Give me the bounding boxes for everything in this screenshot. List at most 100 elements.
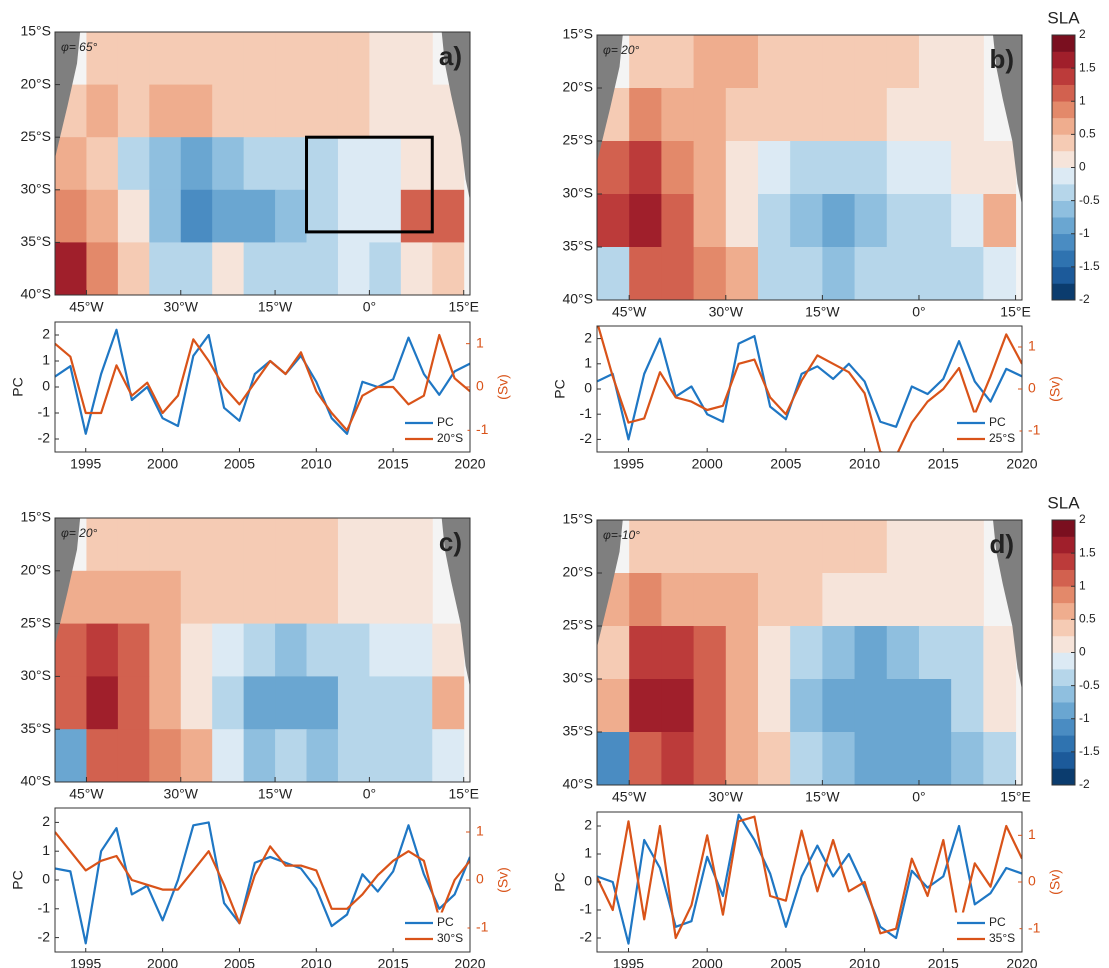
colorbar-swatch xyxy=(1052,200,1075,218)
x-tick-label: 2015 xyxy=(378,456,409,472)
sla-cell xyxy=(400,84,433,138)
sla-cell xyxy=(661,35,695,89)
y-tick-label: 40°S xyxy=(562,291,593,307)
y-tick-label: 40°S xyxy=(20,773,51,789)
legend-label: PC xyxy=(437,915,454,929)
sla-cell xyxy=(918,732,952,785)
colorbar-swatch xyxy=(1052,68,1075,85)
sla-cell xyxy=(180,242,213,295)
series-line xyxy=(597,326,1022,452)
sla-cell xyxy=(86,84,119,138)
sla-cell xyxy=(661,88,695,142)
sla-cell xyxy=(117,623,150,677)
panel-label: b) xyxy=(989,44,1014,74)
x-tick-label: 45°W xyxy=(69,786,104,802)
colorbar-tick-label: 1.5 xyxy=(1079,545,1096,559)
y2-tick-label: -1 xyxy=(476,919,489,935)
y2-tick-label: 0 xyxy=(1028,380,1036,396)
legend-box xyxy=(400,412,468,450)
phase-label: φ=-10° xyxy=(603,528,640,542)
sla-cell xyxy=(55,137,87,191)
sla-cell xyxy=(983,247,1017,300)
sla-cell xyxy=(400,570,433,625)
sla-cell xyxy=(180,676,213,730)
x-tick-label: 15°E xyxy=(1000,304,1031,320)
sla-cell xyxy=(629,520,662,574)
sla-cell xyxy=(918,88,952,142)
sla-cell xyxy=(180,189,213,243)
sla-cell xyxy=(757,679,791,733)
x-tick-label: 0° xyxy=(363,786,376,802)
sla-cell xyxy=(757,88,791,142)
colorbar-tick-label: 2 xyxy=(1079,512,1086,526)
sla-cell xyxy=(822,520,856,574)
colorbar-swatch xyxy=(1052,117,1075,135)
sla-cell xyxy=(983,732,1017,785)
colorbar-swatch xyxy=(1052,536,1075,554)
x-tick-label: 2005 xyxy=(224,956,255,968)
land xyxy=(993,520,1022,690)
sla-cell xyxy=(757,35,791,89)
sla-cell xyxy=(212,84,245,138)
sla-cell xyxy=(55,189,87,243)
sla-cell xyxy=(306,32,339,86)
sla-cell xyxy=(757,520,791,574)
sla-cell xyxy=(212,623,245,677)
sla-cell xyxy=(369,570,402,625)
sla-cell xyxy=(337,242,370,295)
sla-cell xyxy=(117,676,150,730)
legend-label: 30°S xyxy=(437,931,463,945)
sla-cell xyxy=(951,626,984,680)
sla-cell xyxy=(149,676,182,730)
phase-label: φ= 20° xyxy=(603,43,640,57)
sla-cell xyxy=(725,520,759,574)
sla-cell xyxy=(369,137,402,191)
y2-tick-label: 1 xyxy=(1028,338,1036,354)
sla-cell xyxy=(212,32,245,86)
sla-cell xyxy=(918,194,952,248)
y-tick-label: 35°S xyxy=(562,238,593,254)
y-tick-label: 40°S xyxy=(562,776,593,792)
y2-axis-label: (Sv) xyxy=(495,374,511,400)
colorbar-tick-label: 0.5 xyxy=(1079,127,1096,141)
sla-cell xyxy=(854,35,888,89)
sla-cell xyxy=(597,679,630,733)
sla-cell xyxy=(629,626,662,680)
sla-cell xyxy=(86,729,119,782)
map-frame xyxy=(596,519,1023,786)
map-field xyxy=(597,520,1022,785)
panel-label: c) xyxy=(439,527,462,557)
colorbar-swatch xyxy=(1052,619,1075,637)
y-tick-label: 1 xyxy=(42,842,50,858)
y2-axis-label: (Sv) xyxy=(1047,376,1063,402)
sla-cell xyxy=(337,137,370,191)
y-tick-label: 40°S xyxy=(20,286,51,302)
colorbar-tick-label: -0.5 xyxy=(1079,678,1100,692)
y-tick-label: 25°S xyxy=(562,617,593,633)
colorbar-swatch xyxy=(1052,635,1075,653)
y2-tick-label: 0 xyxy=(476,378,484,394)
region-box xyxy=(305,135,434,234)
legend-box xyxy=(400,912,468,950)
y-tick-label: 25°S xyxy=(20,128,51,144)
sla-cell xyxy=(822,732,856,785)
sla-cell xyxy=(369,623,402,677)
sla-cell xyxy=(822,35,856,89)
sla-cell xyxy=(790,194,823,248)
sla-cell xyxy=(243,570,276,625)
sla-cell xyxy=(854,732,888,785)
sla-cell xyxy=(822,88,856,142)
y-tick-label: 25°S xyxy=(20,614,51,630)
sla-cell xyxy=(822,679,856,733)
y-tick-label: -1 xyxy=(38,900,51,916)
x-tick-label: 30°W xyxy=(709,789,744,805)
x-tick-label: 2010 xyxy=(849,956,880,968)
x-tick-label: 0° xyxy=(912,304,925,320)
sla-cell xyxy=(55,676,87,730)
y-tick-label: 15°S xyxy=(562,26,593,42)
sla-cell xyxy=(243,623,276,677)
y2-tick-label: -1 xyxy=(1028,422,1041,438)
sla-cell xyxy=(757,573,791,627)
sla-cell xyxy=(951,573,984,627)
sla-cell xyxy=(149,729,182,782)
